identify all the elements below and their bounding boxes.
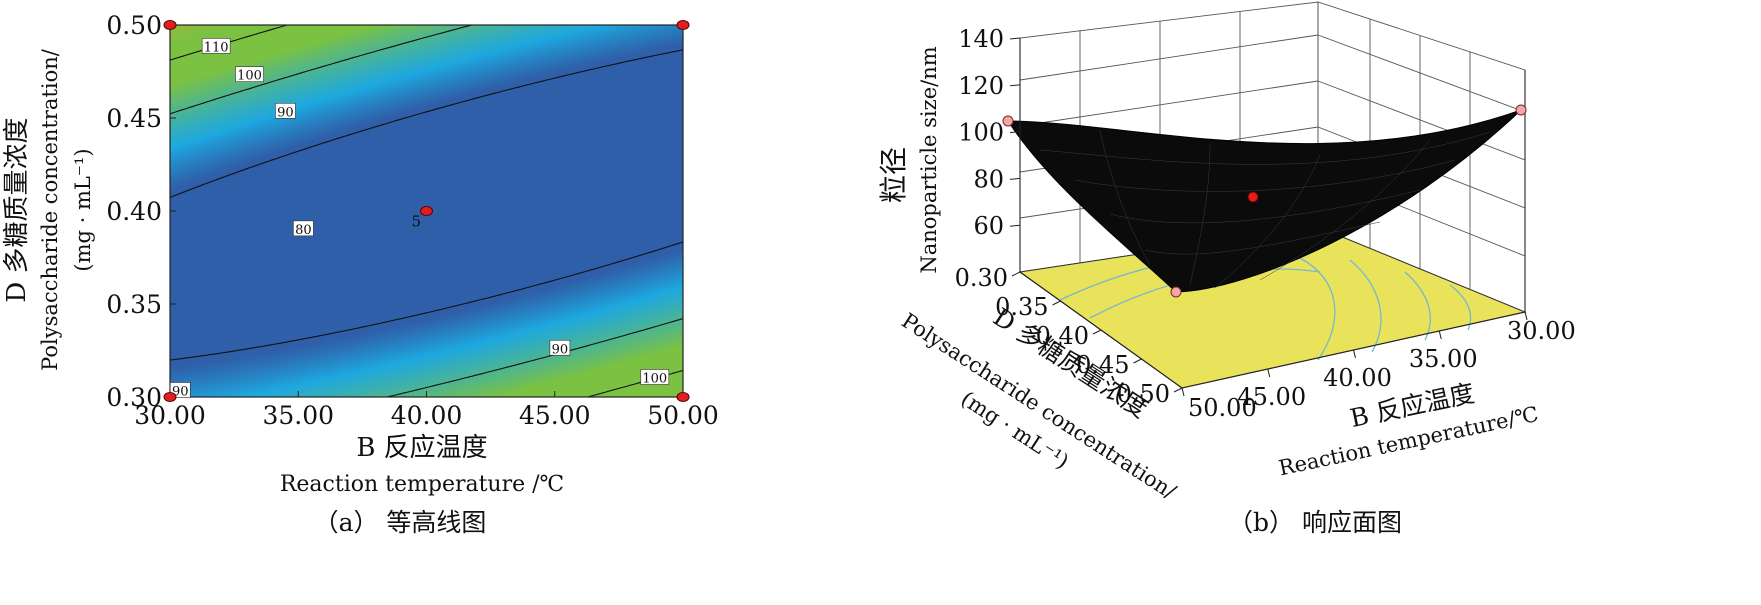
contour-x-tick-label: 45.00 <box>519 401 591 430</box>
contour-design-point <box>676 392 690 402</box>
contour-line-80 <box>170 49 683 361</box>
surface-y-tick <box>1133 358 1142 364</box>
surface-x-tick <box>1267 368 1271 378</box>
contour-xlabel: B 反应温度 <box>356 433 487 463</box>
contour-label-100: 100 <box>642 371 667 386</box>
contour-design-point <box>163 392 177 402</box>
contour-x-tick-label: 30.00 <box>134 401 206 430</box>
contour-x-tick-label: 40.00 <box>391 401 463 430</box>
surface-x-tick-label: 50.00 <box>1188 394 1257 422</box>
contour-x-tick-label: 35.00 <box>262 401 334 430</box>
contour-label-box <box>235 66 264 82</box>
surface-axis-ticks: 140 120 100 80 60 0.300.350.400.450.50 30.00 35… <box>955 25 1576 422</box>
surface-z-tick-label: 60 <box>973 212 1004 240</box>
surface-y-tick-label: 0.40 <box>1036 322 1089 350</box>
surface-z-tick-label: 80 <box>973 165 1004 193</box>
surface-caption: （b） 响应面图 <box>1228 508 1402 537</box>
contour-label-100: 100 <box>237 69 262 84</box>
surface-z-tick <box>1009 177 1021 180</box>
contour-caption: （a） 等高线图 <box>314 508 487 537</box>
surface-y-tick-label: 0.50 <box>1117 380 1170 408</box>
contour-label-90: 90 <box>552 342 569 357</box>
surface-point-corner-b <box>1515 104 1527 116</box>
surface-design-points <box>1002 104 1527 298</box>
contour-label-box <box>201 38 231 54</box>
surface-z-tick <box>1009 224 1021 227</box>
surface-y-tick <box>1052 300 1061 306</box>
surface-x-tick <box>1353 349 1356 359</box>
surface-x-tick <box>1181 387 1185 397</box>
contour-design-point <box>163 20 177 30</box>
surface-panel: 140 120 100 80 60 0.300.350.400.450.50 30.00 35… <box>877 1 1576 537</box>
surface-y-tick <box>1011 271 1021 277</box>
contour-y-tick-label: 0.45 <box>106 104 162 133</box>
surface-z-tick-label: 140 <box>958 25 1004 53</box>
surface-x-tick-label: 40.00 <box>1323 364 1392 392</box>
surface-z-tick <box>1009 37 1021 40</box>
contour-y-tick-label: 0.40 <box>106 197 162 226</box>
contour-design-point <box>420 206 433 216</box>
surface-z-tick <box>1009 84 1021 87</box>
contour-ylabel-en-2: (mg · mL⁻¹) <box>71 148 95 271</box>
surface-y-tick-label: 0.30 <box>955 264 1008 292</box>
contour-label-box <box>169 382 191 398</box>
contour-xlabel-en: Reaction temperature /℃ <box>280 472 564 497</box>
contour-label-box <box>293 220 314 237</box>
surface-y-tick-label: 0.35 <box>995 293 1048 321</box>
contour-label-90: 90 <box>277 105 294 120</box>
surface-point-corner-c <box>1170 286 1182 298</box>
surface-y-tick <box>1173 387 1183 393</box>
surface-point-center <box>1247 191 1259 203</box>
surface-z-tick <box>1009 131 1021 134</box>
surface-z-tick-label: 120 <box>958 72 1004 100</box>
contour-design-points <box>163 20 690 402</box>
contour-y-tick-label: 0.30 <box>106 383 162 412</box>
surface-y-tick-label: 0.45 <box>1076 351 1129 379</box>
surface-point-corner-a <box>1002 115 1014 127</box>
surface-y-tick <box>1092 329 1102 335</box>
contour-y-tick-label: 0.50 <box>106 11 162 40</box>
contour-label-80: 80 <box>295 223 312 238</box>
contour-ylabel-en-1: Polysaccharide concentration/ <box>38 48 62 371</box>
contour-axis-ticks: 30.00 35.00 40.00 45.00 50.00 0.30 0.35 0.40 0.4… <box>106 11 718 430</box>
surface-x-tick <box>1524 311 1528 321</box>
surface-x-tick-label: 30.00 <box>1507 317 1576 345</box>
contour-x-tick-label: 50.00 <box>647 401 719 430</box>
contour-y-tick-label: 0.35 <box>106 290 162 319</box>
contour-ylabel: D 多糖质量浓度 <box>2 117 32 302</box>
surface-x-tick <box>1438 330 1442 340</box>
contour-label-110: 110 <box>204 40 229 55</box>
surface-zlabel-en: Nanoparticle size/nm <box>917 46 941 273</box>
surface-z-tick-label: 100 <box>958 119 1004 147</box>
contour-label-box <box>275 103 296 119</box>
surface-zlabel: 粒径 <box>877 147 910 203</box>
surface-x-tick-label: 35.00 <box>1409 345 1478 373</box>
surface-mesh <box>1039 129 1491 289</box>
contour-design-point <box>676 20 690 30</box>
surface-x-tick-label: 45.00 <box>1237 383 1306 411</box>
contour-label-box <box>549 339 571 356</box>
response-surface <box>1007 109 1522 293</box>
contour-center-count: 5 <box>411 213 421 231</box>
contour-label-box <box>640 369 670 385</box>
